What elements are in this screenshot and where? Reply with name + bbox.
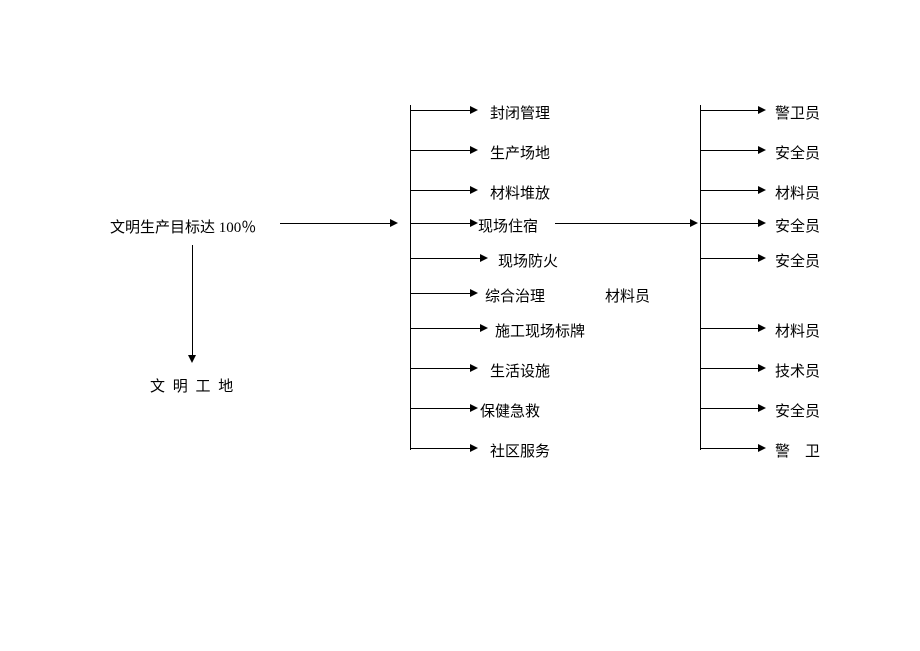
right-arrow-0: [700, 110, 758, 111]
right-label-1: 安全员: [775, 142, 820, 163]
mid-label-6: 施工现场标牌: [495, 320, 585, 341]
diagram-canvas: 文明生产目标达 100％ 文 明 工 地 封闭管理 生产场地 材料堆放 现场住宿…: [0, 0, 920, 651]
right-arrow-3: [700, 223, 758, 224]
mid-arrowhead-1: [470, 146, 478, 154]
mid-arrowhead-8: [470, 404, 478, 412]
right-arrowhead-9: [758, 444, 766, 452]
mid-arrow-5: [410, 293, 470, 294]
mid-label-4: 现场防火: [498, 250, 558, 271]
mid-arrow-2: [410, 190, 470, 191]
right-arrowhead-1: [758, 146, 766, 154]
mid-arrow-1: [410, 150, 470, 151]
mid-label-7: 生活设施: [490, 360, 550, 381]
mid-arrowhead-0: [470, 106, 478, 114]
mid-arrowhead-9: [470, 444, 478, 452]
mid-arrowhead-7: [470, 364, 478, 372]
mid-arrow-4: [410, 258, 480, 259]
right-label-7: 技术员: [775, 360, 820, 381]
mid-vline: [410, 105, 411, 450]
big-arrow-left-line: [280, 223, 390, 224]
right-arrow-2: [700, 190, 758, 191]
right-arrow-7: [700, 368, 758, 369]
right-arrowhead-4: [758, 254, 766, 262]
mid-arrow-6: [410, 328, 480, 329]
right-label-4: 安全员: [775, 250, 820, 271]
big-arrow-right-line: [555, 223, 690, 224]
right-arrow-1: [700, 150, 758, 151]
mid-arrow-0: [410, 110, 470, 111]
right-arrowhead-0: [758, 106, 766, 114]
right-arrow-8: [700, 408, 758, 409]
big-arrow-left-head: [390, 219, 398, 227]
mid-arrowhead-5: [470, 289, 478, 297]
mid-arrow-8: [410, 408, 470, 409]
mid-arrowhead-3: [470, 219, 478, 227]
right-label-2: 材料员: [775, 182, 820, 203]
down-arrow-head: [188, 355, 196, 363]
down-arrow-line: [192, 245, 193, 355]
right-arrowhead-7: [758, 364, 766, 372]
right-arrowhead-8: [758, 404, 766, 412]
mid-label-3: 现场住宿: [478, 215, 538, 236]
mid-arrow-9: [410, 448, 470, 449]
right-arrow-6: [700, 328, 758, 329]
right-arrow-4: [700, 258, 758, 259]
mid-arrowhead-2: [470, 186, 478, 194]
right-label-9: 警 卫: [775, 440, 820, 461]
right-label-3: 安全员: [775, 215, 820, 236]
right-label-0: 警卫员: [775, 102, 820, 123]
right-label-6: 材料员: [775, 320, 820, 341]
mid-arrowhead-6: [480, 324, 488, 332]
right-label-8: 安全员: [775, 400, 820, 421]
mid-label-1: 生产场地: [490, 142, 550, 163]
right-arrowhead-6: [758, 324, 766, 332]
mid-arrowhead-4: [480, 254, 488, 262]
mid-label-9: 社区服务: [490, 440, 550, 461]
right-vline: [700, 105, 701, 450]
mid-extra-label: 材料员: [605, 285, 650, 306]
left-top-label: 文明生产目标达 100％: [110, 216, 256, 237]
mid-label-0: 封闭管理: [490, 102, 550, 123]
mid-arrow-7: [410, 368, 470, 369]
left-bottom-label: 文 明 工 地: [150, 375, 235, 396]
big-arrow-right-head: [690, 219, 698, 227]
mid-label-8: 保健急救: [480, 400, 540, 421]
right-arrowhead-3: [758, 219, 766, 227]
mid-label-2: 材料堆放: [490, 182, 550, 203]
mid-arrow-3: [410, 223, 470, 224]
mid-label-5: 综合治理: [485, 285, 545, 306]
right-arrowhead-2: [758, 186, 766, 194]
right-arrow-9: [700, 448, 758, 449]
